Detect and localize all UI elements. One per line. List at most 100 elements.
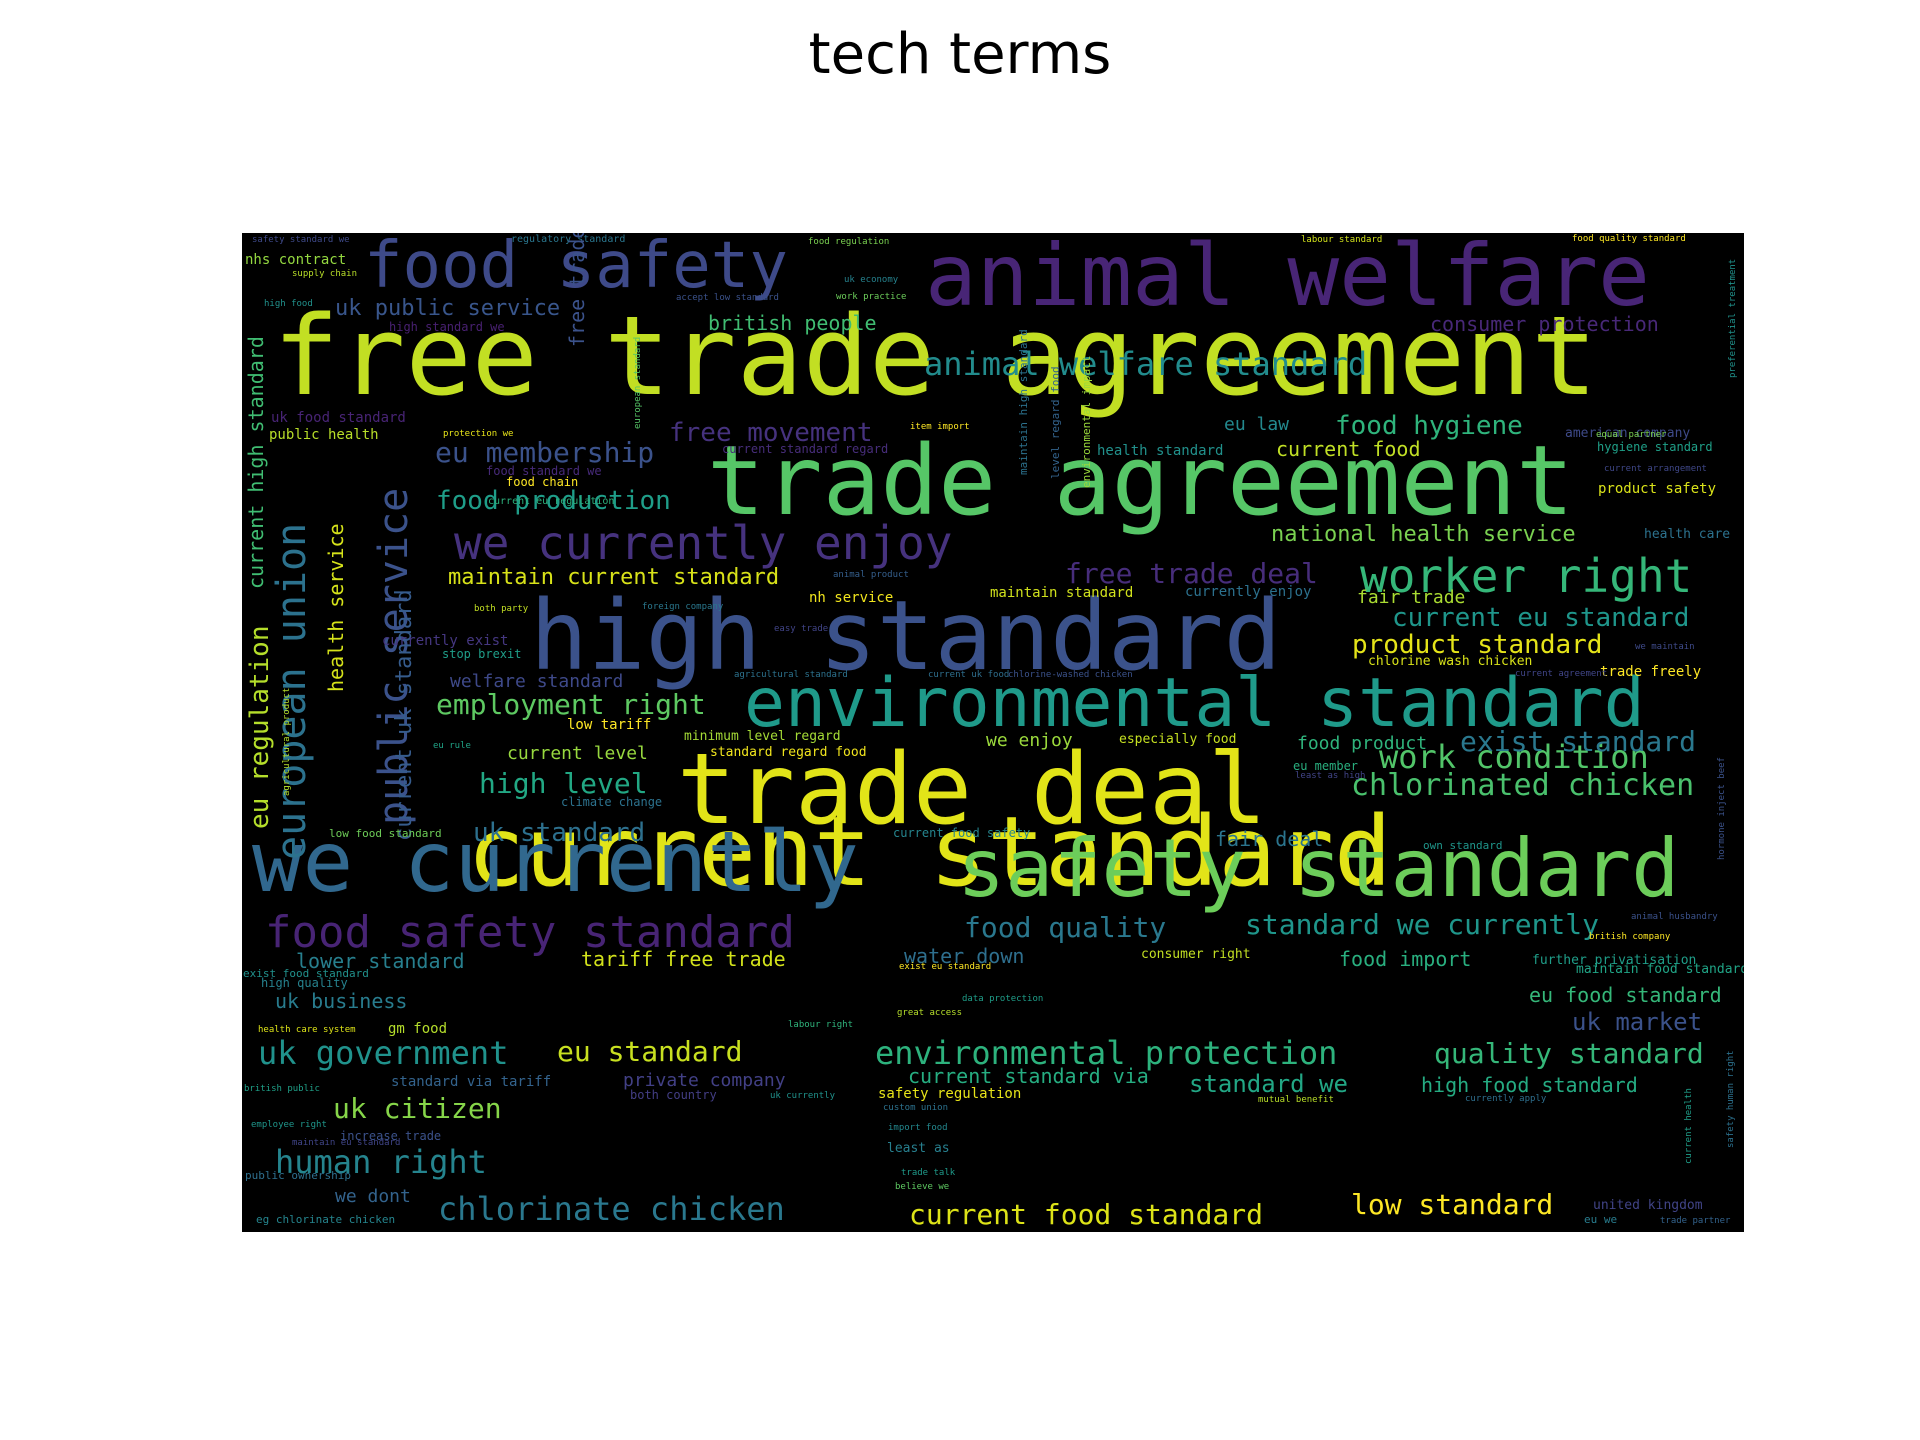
cloud-word: maintain high standard xyxy=(1017,329,1030,475)
cloud-word: standard we xyxy=(1189,1070,1348,1098)
cloud-word: maintain food standard xyxy=(1576,962,1744,977)
cloud-word: health care system xyxy=(258,1025,356,1035)
cloud-word: uk market xyxy=(1572,1008,1703,1036)
cloud-word: we currently enjoy xyxy=(454,516,953,570)
cloud-word: great access xyxy=(897,1008,963,1018)
cloud-word: low standard xyxy=(1351,1188,1554,1221)
cloud-word: fair deal xyxy=(1215,827,1324,851)
cloud-word: regulatory standard xyxy=(511,234,626,245)
cloud-word: current food xyxy=(1276,437,1421,461)
cloud-word: uk citizen xyxy=(333,1092,502,1125)
cloud-word: believe we xyxy=(895,1182,950,1192)
cloud-word: data protection xyxy=(962,994,1044,1004)
cloud-word: water down xyxy=(904,944,1025,968)
cloud-word: uk public service xyxy=(335,296,561,321)
cloud-word: eu rule xyxy=(433,741,471,751)
cloud-word: both country xyxy=(630,1088,717,1102)
cloud-word: food hygiene xyxy=(1335,411,1523,441)
cloud-word: american company xyxy=(1565,426,1691,441)
cloud-word: eu law xyxy=(1224,414,1290,435)
cloud-word: maintain current standard xyxy=(448,565,780,590)
cloud-word: low tariff xyxy=(567,717,652,733)
cloud-word: exist standard xyxy=(1460,725,1697,758)
cloud-word: maintain eu standard xyxy=(292,1138,401,1148)
cloud-word: foreign company xyxy=(642,602,724,612)
cloud-word: uk business xyxy=(275,989,408,1013)
cloud-word: free trade deal xyxy=(1065,557,1318,590)
cloud-word: health service xyxy=(324,523,348,692)
cloud-word: preferential treatment xyxy=(1728,258,1738,378)
cloud-word: food production xyxy=(436,486,671,516)
cloud-word: eu member xyxy=(1293,759,1359,773)
cloud-word: current high standard xyxy=(244,336,268,589)
cloud-word: maintain standard xyxy=(990,585,1134,601)
cloud-word: fair trade xyxy=(1357,587,1466,608)
cloud-word: current eu regulation xyxy=(488,496,615,507)
cloud-word: item import xyxy=(910,422,970,432)
cloud-word: worker right xyxy=(1360,549,1693,603)
cloud-word: least as xyxy=(887,1141,950,1156)
cloud-word: we dont xyxy=(335,1186,411,1207)
cloud-word: european union xyxy=(269,522,315,860)
cloud-word: food import xyxy=(1339,947,1472,971)
cloud-word: standard regard food xyxy=(710,745,867,760)
cloud-word: equal partner xyxy=(1596,430,1667,440)
cloud-word: health care xyxy=(1644,527,1731,542)
cloud-word: current health xyxy=(1684,1088,1694,1164)
cloud-word: environmental protection xyxy=(875,1034,1338,1072)
cloud-word: current eu standard xyxy=(1392,603,1690,633)
cloud-word: safety standard xyxy=(957,822,1680,915)
cloud-word: current agreement xyxy=(1515,669,1608,679)
cloud-word: agricultural product xyxy=(282,687,292,796)
cloud-word: animal husbandry xyxy=(1631,912,1718,922)
cloud-word: trade agreement xyxy=(707,425,1574,537)
cloud-word: environmental impact xyxy=(1080,355,1093,488)
cloud-word: animal product xyxy=(833,570,909,580)
cloud-word: product standard xyxy=(1352,630,1603,660)
cloud-word: british company xyxy=(1589,932,1671,942)
cloud-word: trade talk xyxy=(901,1168,956,1178)
cloud-word: current standard via xyxy=(908,1064,1149,1088)
cloud-word: exist food standard xyxy=(243,967,369,980)
cloud-word: mutual benefit xyxy=(1258,1095,1334,1105)
cloud-word: european standard xyxy=(633,336,643,429)
cloud-word: consumer protection xyxy=(1430,312,1659,336)
cloud-word: chlorinate chicken xyxy=(438,1190,785,1228)
cloud-word: national health service xyxy=(1271,522,1576,547)
cloud-word: product safety xyxy=(1598,481,1717,497)
cloud-word: current level xyxy=(507,743,648,764)
cloud-word: both party xyxy=(474,604,529,614)
cloud-word: public health xyxy=(269,427,379,443)
cloud-word: current uk food xyxy=(928,670,1010,680)
cloud-word: uk economy xyxy=(844,275,899,285)
cloud-word: we maintain xyxy=(1635,642,1695,652)
cloud-word: high quality xyxy=(261,976,348,990)
cloud-word: easy trade xyxy=(774,624,829,634)
cloud-word: nh service xyxy=(809,590,894,606)
cloud-word: currently apply xyxy=(1465,1094,1547,1104)
cloud-word: further privatisation xyxy=(1532,953,1697,968)
cloud-word: food quality xyxy=(964,911,1167,944)
cloud-word: high food xyxy=(264,299,313,309)
cloud-word: trade partner xyxy=(1660,1216,1731,1226)
chart-title: tech terms xyxy=(808,22,1112,87)
cloud-word: chlorine wash chicken xyxy=(1368,654,1533,669)
cloud-word: currently enjoy xyxy=(1185,584,1312,600)
cloud-word: gm food xyxy=(388,1021,448,1037)
cloud-word: quality standard xyxy=(1434,1037,1704,1070)
cloud-word: import food xyxy=(888,1123,948,1133)
cloud-word: hormone inject beef xyxy=(1717,757,1727,860)
cloud-word: trade deal xyxy=(677,733,1268,847)
cloud-word: free trade agreement xyxy=(273,292,1598,420)
cloud-word: current food standard xyxy=(909,1198,1264,1231)
cloud-word: eu regulation xyxy=(245,625,275,830)
cloud-word: food quality standard xyxy=(1572,234,1686,244)
cloud-word: free movement xyxy=(669,418,873,448)
cloud-word: current uk standard xyxy=(392,589,417,841)
cloud-word: nhs contract xyxy=(245,252,347,268)
cloud-word: lower standard xyxy=(296,949,465,973)
cloud-word: british people xyxy=(708,311,877,335)
cloud-word: british public xyxy=(244,1084,320,1094)
cloud-word: uk standard xyxy=(473,818,646,848)
